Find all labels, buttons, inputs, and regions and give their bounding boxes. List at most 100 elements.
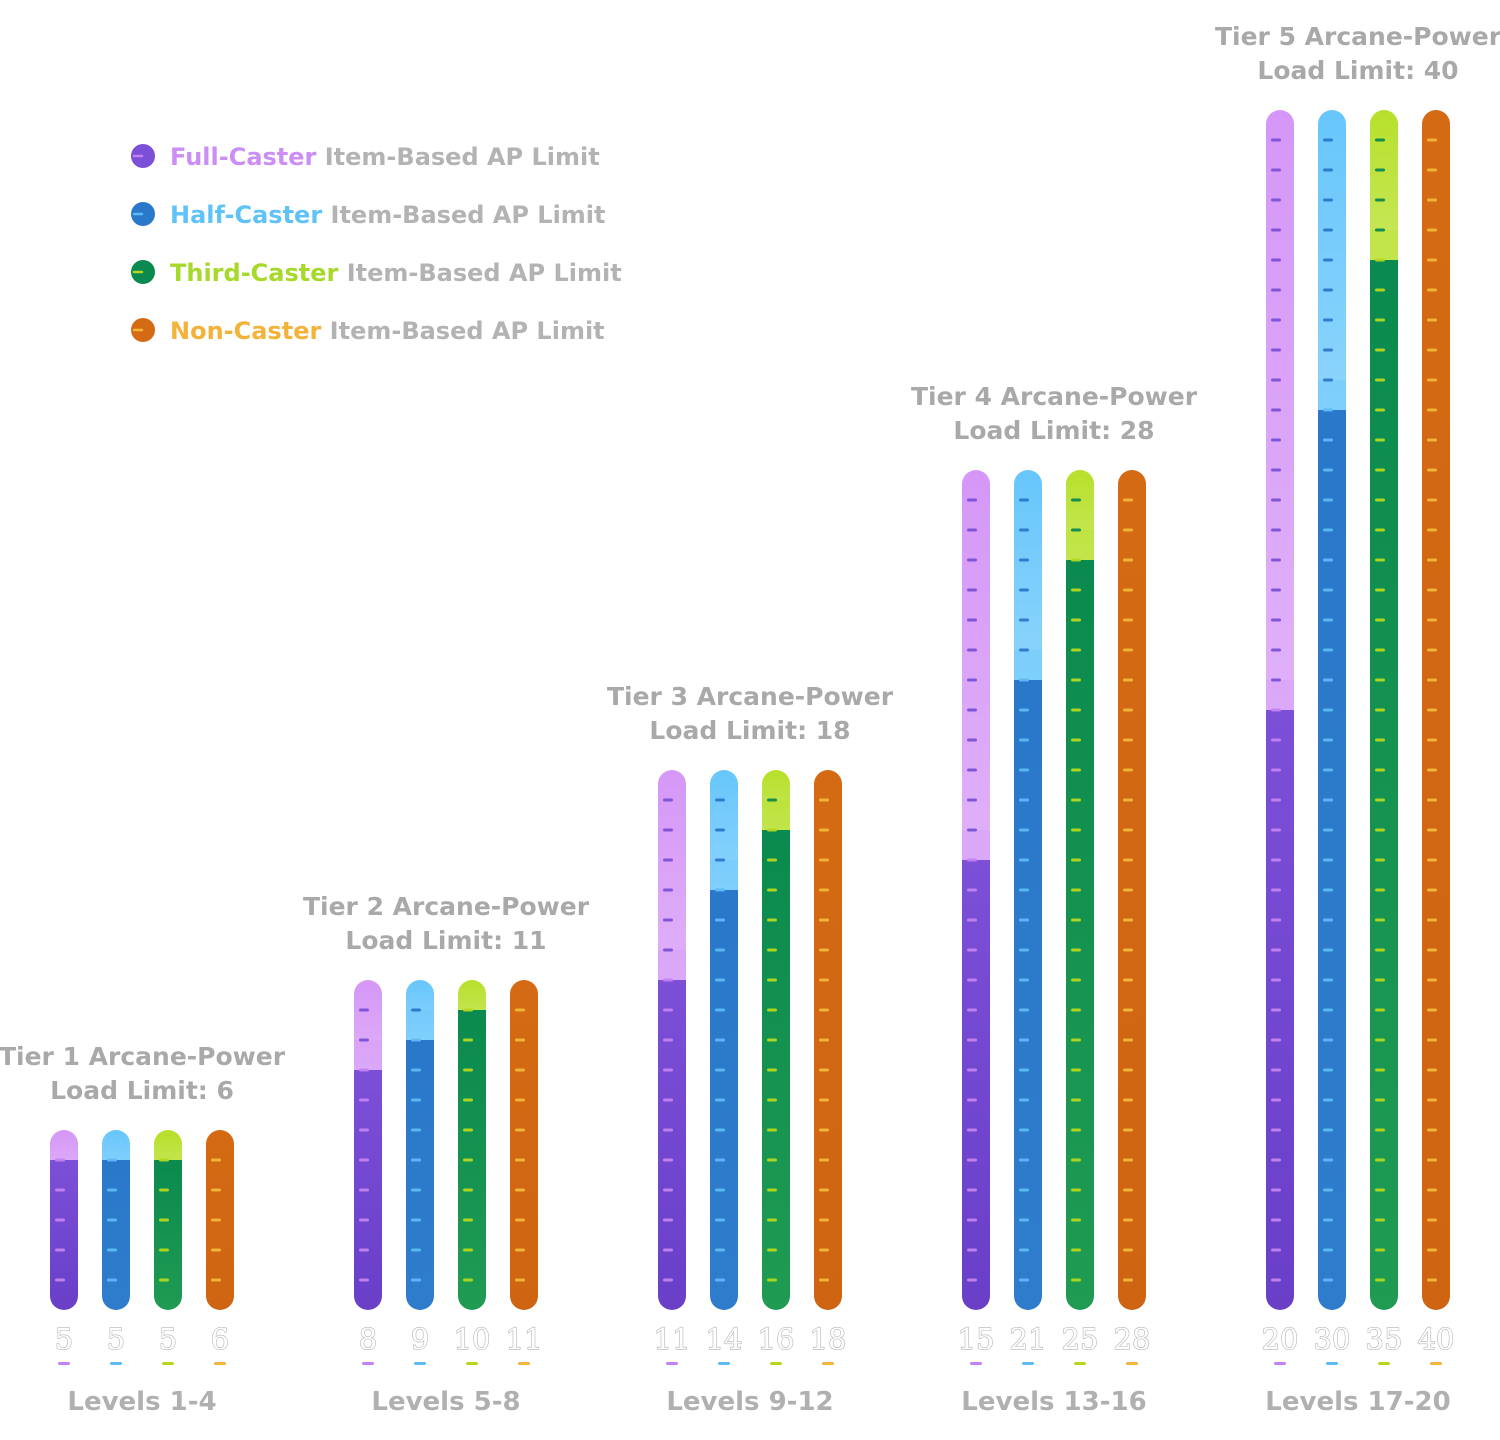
unit-tick xyxy=(663,978,673,982)
unit-tick xyxy=(1271,1128,1281,1132)
unit-tick xyxy=(663,1218,673,1222)
unit-tick xyxy=(411,1038,421,1042)
unit-tick xyxy=(1375,798,1385,802)
legend-item-full-caster: Full-Caster Item-Based AP Limit xyxy=(131,143,600,171)
unit-tick xyxy=(1375,258,1385,262)
legend-label: Third-Caster Item-Based AP Limit xyxy=(170,259,622,287)
unit-tick xyxy=(967,1008,977,1012)
unit-tick xyxy=(1271,918,1281,922)
bar-capacity xyxy=(50,1130,78,1160)
unit-tick xyxy=(515,1008,525,1012)
unit-tick xyxy=(1071,1218,1081,1222)
unit-tick xyxy=(1071,1098,1081,1102)
unit-tick xyxy=(1019,828,1029,832)
unit-tick xyxy=(767,918,777,922)
unit-tick xyxy=(715,918,725,922)
unit-tick xyxy=(967,618,977,622)
unit-tick xyxy=(515,1068,525,1072)
unit-tick xyxy=(1071,1038,1081,1042)
unit-tick xyxy=(767,1248,777,1252)
unit-tick xyxy=(1271,888,1281,892)
unit-tick xyxy=(1427,468,1437,472)
bar-full-caster xyxy=(658,770,686,1310)
unit-tick xyxy=(1427,948,1437,952)
bar-full-caster xyxy=(962,470,990,1310)
value-label: 20 xyxy=(1262,1322,1299,1356)
unit-tick xyxy=(967,1278,977,1282)
unit-tick xyxy=(1071,1278,1081,1282)
unit-tick xyxy=(663,798,673,802)
unit-tick xyxy=(663,858,673,862)
unit-tick xyxy=(767,888,777,892)
unit-tick xyxy=(515,1188,525,1192)
unit-tick xyxy=(1071,618,1081,622)
unit-tick xyxy=(767,1068,777,1072)
unit-tick xyxy=(463,1068,473,1072)
unit-tick xyxy=(55,1158,65,1162)
unit-tick xyxy=(1271,618,1281,622)
unit-tick xyxy=(1019,768,1029,772)
unit-tick xyxy=(1071,1068,1081,1072)
tier-load-limit: Load Limit: 18 xyxy=(649,716,850,745)
unit-tick xyxy=(767,1098,777,1102)
unit-tick xyxy=(1375,378,1385,382)
unit-tick xyxy=(1271,708,1281,712)
series-dash xyxy=(1326,1362,1338,1365)
unit-tick xyxy=(967,678,977,682)
unit-tick xyxy=(1375,678,1385,682)
unit-tick xyxy=(1123,1098,1133,1102)
unit-tick xyxy=(1375,768,1385,772)
unit-tick xyxy=(819,1038,829,1042)
unit-tick xyxy=(1019,1128,1029,1132)
unit-tick xyxy=(1323,438,1333,442)
series-dash xyxy=(58,1362,70,1365)
bar-fill xyxy=(1370,260,1398,1310)
unit-tick xyxy=(1375,918,1385,922)
unit-tick xyxy=(411,1158,421,1162)
unit-tick xyxy=(663,1098,673,1102)
unit-tick xyxy=(1427,138,1437,142)
unit-tick xyxy=(715,1008,725,1012)
tier-load-limit: Load Limit: 28 xyxy=(953,416,1154,445)
unit-tick xyxy=(1427,978,1437,982)
bar-half-caster xyxy=(1318,110,1346,1310)
unit-tick xyxy=(1375,1218,1385,1222)
unit-tick xyxy=(1375,1128,1385,1132)
unit-tick xyxy=(1375,888,1385,892)
unit-tick xyxy=(1271,318,1281,322)
series-dash xyxy=(770,1362,782,1365)
unit-tick xyxy=(715,1218,725,1222)
unit-tick xyxy=(1123,618,1133,622)
unit-tick xyxy=(1123,1278,1133,1282)
bar-half-caster xyxy=(406,980,434,1310)
unit-tick xyxy=(967,768,977,772)
unit-tick xyxy=(819,1158,829,1162)
unit-tick xyxy=(1375,1038,1385,1042)
unit-tick xyxy=(1123,498,1133,502)
unit-tick xyxy=(1271,798,1281,802)
value-label: 35 xyxy=(1366,1322,1403,1356)
unit-tick xyxy=(1123,708,1133,712)
unit-tick xyxy=(1123,588,1133,592)
unit-tick xyxy=(107,1278,117,1282)
unit-tick xyxy=(1271,558,1281,562)
unit-tick xyxy=(1375,528,1385,532)
unit-tick xyxy=(1019,1068,1029,1072)
unit-tick xyxy=(1071,888,1081,892)
unit-tick xyxy=(1323,168,1333,172)
unit-tick xyxy=(1323,708,1333,712)
unit-tick xyxy=(1427,1128,1437,1132)
unit-tick xyxy=(715,1128,725,1132)
unit-tick xyxy=(1427,738,1437,742)
unit-tick xyxy=(1323,288,1333,292)
unit-tick xyxy=(663,1158,673,1162)
unit-tick xyxy=(55,1218,65,1222)
bar-non-caster xyxy=(510,980,538,1310)
unit-tick xyxy=(515,1098,525,1102)
unit-tick xyxy=(359,1008,369,1012)
unit-tick xyxy=(211,1248,221,1252)
unit-tick xyxy=(967,1218,977,1222)
unit-tick xyxy=(819,858,829,862)
unit-tick xyxy=(411,1188,421,1192)
unit-tick xyxy=(1375,618,1385,622)
